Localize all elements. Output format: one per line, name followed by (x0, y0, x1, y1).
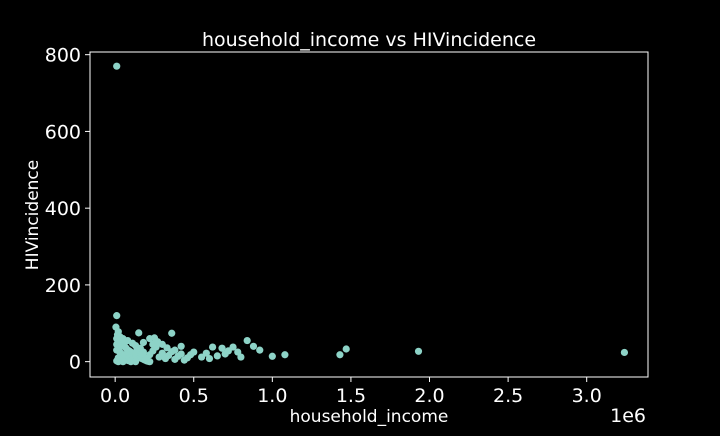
data-point (336, 351, 344, 359)
data-point (177, 350, 185, 358)
data-point (237, 353, 245, 361)
data-point (131, 341, 140, 350)
x-tick-label: 3.0 (572, 385, 602, 407)
x-tick-label: 2.5 (493, 385, 523, 407)
y-tick-label: 600 (45, 121, 81, 143)
data-point (113, 312, 121, 320)
chart-title: household_income vs HIVincidence (202, 29, 536, 51)
data-point (620, 348, 629, 357)
data-point (243, 336, 251, 345)
x-tick-label: 1.0 (257, 385, 287, 407)
data-point (177, 342, 185, 350)
data-point (113, 62, 121, 70)
data-point (205, 354, 214, 363)
data-point (139, 338, 148, 347)
y-tick-label: 200 (45, 275, 81, 297)
x-tick-label: 2.0 (414, 385, 444, 407)
x-axis-offset-label: 1e6 (610, 405, 646, 427)
data-point (163, 344, 171, 352)
y-tick-label: 400 (45, 198, 81, 220)
x-tick-label: 0.5 (179, 385, 209, 407)
data-point (171, 346, 179, 354)
data-point (268, 352, 276, 360)
data-point (414, 347, 423, 355)
plot-area (89, 51, 649, 378)
plot-frame (89, 51, 649, 378)
points-layer (112, 62, 629, 366)
data-point (281, 351, 289, 359)
x-tick-label: 1.5 (336, 385, 366, 407)
data-point (168, 329, 176, 337)
data-point (213, 352, 221, 360)
data-point (135, 329, 143, 337)
x-axis-label: household_income (290, 407, 449, 427)
data-point (131, 358, 140, 366)
y-axis-label: HIVincidence (23, 160, 43, 270)
data-point (202, 349, 210, 357)
data-point (158, 349, 166, 357)
y-tick-label: 800 (45, 45, 81, 67)
data-point (153, 338, 162, 346)
data-point (218, 344, 226, 352)
data-point (229, 343, 237, 351)
data-point (342, 345, 350, 353)
y-axis-ticks: 0 200 400 600 800 (45, 45, 90, 374)
x-axis-ticks: 0.0 0.5 1.0 1.5 2.0 2.5 3.0 (100, 377, 602, 407)
data-point (249, 342, 258, 350)
data-point (190, 348, 198, 356)
y-tick-label: 0 (69, 352, 81, 374)
data-point (209, 343, 217, 351)
x-tick-label: 0.0 (100, 385, 130, 407)
data-point (113, 340, 121, 348)
data-point (256, 346, 264, 354)
data-point (138, 350, 146, 358)
